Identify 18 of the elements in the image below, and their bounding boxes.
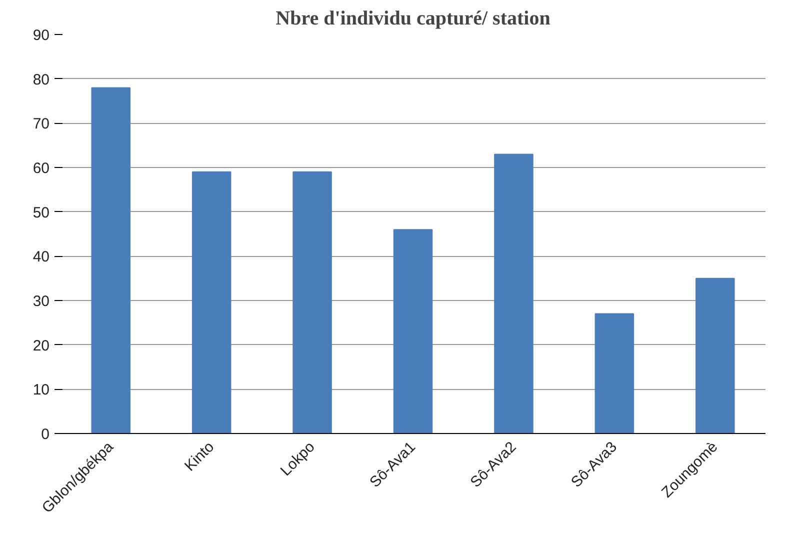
bar xyxy=(192,171,232,434)
y-tick-label: 90 xyxy=(32,27,50,44)
y-tick-label: 30 xyxy=(32,293,50,310)
bar xyxy=(393,229,433,434)
y-tick-label: 70 xyxy=(32,116,50,133)
y-tick-label: 80 xyxy=(32,71,50,88)
y-tick-label: 40 xyxy=(32,248,50,266)
bar xyxy=(292,171,332,434)
y-tick-label: 0 xyxy=(41,426,50,443)
y-tick-label: 50 xyxy=(32,204,50,222)
bar xyxy=(696,278,735,434)
y-tick-label: 60 xyxy=(32,160,50,177)
y-tick-label: 10 xyxy=(32,382,50,399)
chart-title: Nbre d'individu capturé/ station xyxy=(276,8,550,30)
bar xyxy=(91,87,130,434)
y-tick-label: 20 xyxy=(32,337,50,354)
bar xyxy=(494,154,534,434)
bar xyxy=(594,313,634,434)
